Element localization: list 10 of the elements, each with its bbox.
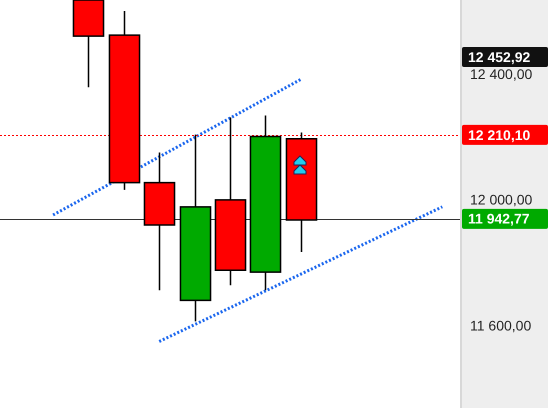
- y-tick-label: 11 600,00: [470, 317, 532, 334]
- candlestick: [180, 134, 212, 322]
- y-tick-label: 12 000,00: [470, 192, 532, 208]
- candlestick: [72, 0, 104, 88]
- candlestick: [144, 152, 176, 292]
- ref-line-label: 12 210,10: [468, 126, 530, 143]
- text: 12 452,92: [468, 48, 530, 65]
- ref-line-label: 11 942,77: [468, 210, 530, 227]
- candlestick: [250, 114, 282, 292]
- y-tick-label: 12 400,00: [470, 66, 532, 82]
